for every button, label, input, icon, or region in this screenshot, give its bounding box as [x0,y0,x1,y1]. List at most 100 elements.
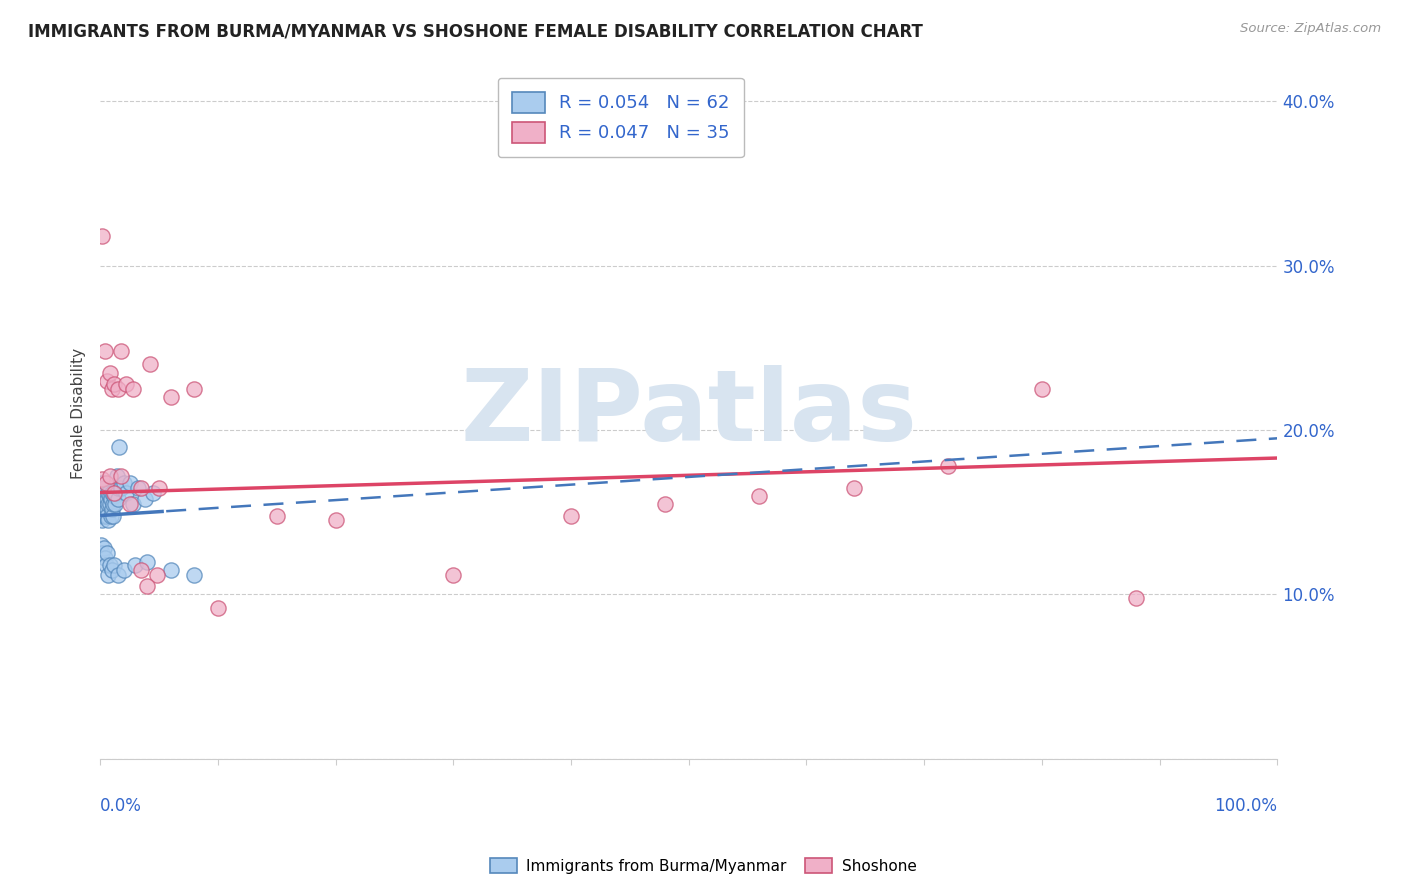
Point [136,555,159,569]
Point [94,492,117,507]
Point [94,508,117,523]
Point [97,567,120,582]
Point [96,502,118,516]
Point [94,344,117,359]
Point [93,541,115,556]
Point [107,382,129,396]
Point [131,481,153,495]
Point [115,485,138,500]
Point [96,546,118,560]
Point [138,357,160,371]
Point [115,377,138,392]
Point [127,481,149,495]
Point [122,497,145,511]
Point [94,558,117,572]
Point [91,472,114,486]
Point [96,492,118,507]
Point [101,502,124,516]
Point [91,502,114,516]
Point [145,567,167,582]
Point [107,492,129,507]
Point [101,485,124,500]
Point [103,485,125,500]
Point [94,475,117,490]
Point [98,558,121,572]
Point [96,508,118,523]
Point [183,382,205,396]
Point [94,497,117,511]
Point [90,538,112,552]
Point [100,508,122,523]
Point [110,344,132,359]
Point [90,508,112,523]
Point [101,508,124,523]
Point [91,546,114,560]
Text: ZIPatlas: ZIPatlas [460,365,917,462]
Point [1125,591,1147,605]
Point [94,485,117,500]
Point [107,567,129,582]
Point [124,558,146,572]
Point [118,497,141,511]
Point [122,382,145,396]
Point [1031,382,1053,396]
Point [131,563,153,577]
Point [136,579,159,593]
Point [142,485,165,500]
Point [936,459,959,474]
Point [101,382,124,396]
Point [96,374,118,388]
Point [110,481,132,495]
Point [94,551,117,566]
Point [112,475,135,490]
Point [748,489,770,503]
Point [97,485,120,500]
Point [98,366,121,380]
Point [101,497,124,511]
Point [325,513,347,527]
Point [94,502,117,516]
Point [107,481,129,495]
Point [101,563,124,577]
Point [94,489,117,503]
Point [842,481,865,495]
Point [159,563,181,577]
Point [91,513,114,527]
Point [183,567,205,582]
Point [97,497,120,511]
Point [93,508,115,523]
Point [104,485,127,500]
Point [93,497,115,511]
Text: 0.0%: 0.0% [100,797,142,814]
Point [100,492,122,507]
Point [93,481,115,495]
Point [112,563,135,577]
Point [159,390,181,404]
Legend: R = 0.054   N = 62, R = 0.047   N = 35: R = 0.054 N = 62, R = 0.047 N = 35 [498,78,744,157]
Point [91,489,114,503]
Point [105,469,128,483]
Point [108,440,131,454]
Point [441,567,464,582]
Text: 100.0%: 100.0% [1215,797,1278,814]
Point [266,508,288,523]
Point [134,492,156,507]
Point [118,475,141,490]
Point [93,489,115,503]
Point [98,489,121,503]
Point [91,229,114,244]
Point [90,497,112,511]
Y-axis label: Female Disability: Female Disability [72,348,86,479]
Point [98,497,121,511]
Point [98,469,121,483]
Text: Source: ZipAtlas.com: Source: ZipAtlas.com [1240,22,1381,36]
Point [207,600,229,615]
Point [103,558,125,572]
Point [90,485,112,500]
Point [560,508,582,523]
Point [110,469,132,483]
Point [148,481,170,495]
Legend: Immigrants from Burma/Myanmar, Shoshone: Immigrants from Burma/Myanmar, Shoshone [484,852,922,880]
Point [104,497,127,511]
Point [91,475,114,490]
